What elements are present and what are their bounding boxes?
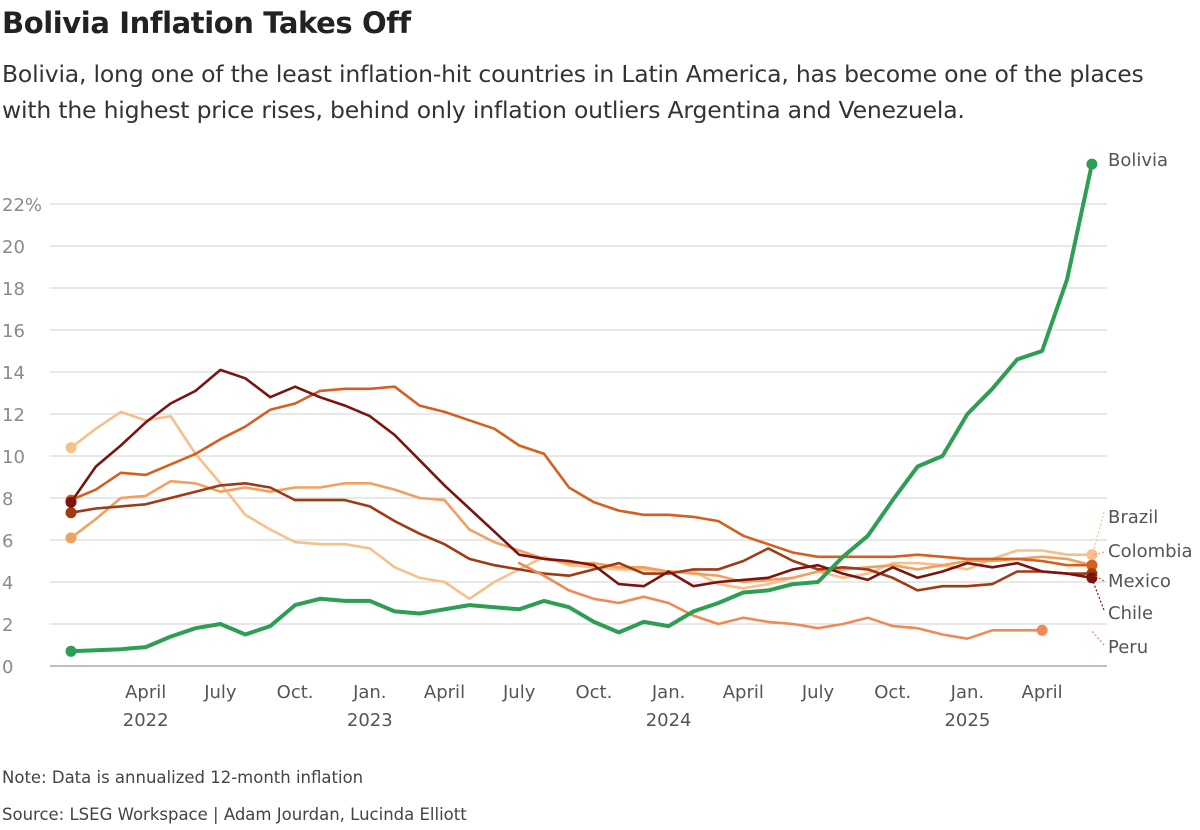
label-leader-line <box>1093 574 1105 582</box>
series-line-chile <box>69 482 1094 592</box>
series-start-dot <box>65 442 77 454</box>
series-label-chile: Chile <box>1108 603 1153 624</box>
chart-note: Note: Data is annualized 12-month inflat… <box>2 768 364 787</box>
x-tick-label: April <box>1022 682 1063 703</box>
y-tick-label: 12 <box>2 405 25 426</box>
label-leader-line <box>1091 630 1105 646</box>
series-start-dot <box>65 645 77 657</box>
x-tick-label: Jan. <box>352 682 386 703</box>
x-tick-year: 2023 <box>347 710 393 731</box>
label-leader-line <box>1093 551 1105 556</box>
x-tick-label: July <box>801 682 835 703</box>
series-label-mexico: Mexico <box>1108 571 1171 592</box>
y-tick-label: 22% <box>2 195 42 216</box>
chart-subtitle: Bolivia, long one of the least inflation… <box>2 60 1144 124</box>
series-label-peru: Peru <box>1108 637 1148 658</box>
y-tick-label: 6 <box>2 531 13 552</box>
x-tick-year: 2025 <box>944 710 990 731</box>
series-line-mexico_dark <box>69 368 1094 588</box>
y-tick-label: 18 <box>2 279 25 300</box>
series-start-dot <box>65 496 77 508</box>
gridlines <box>50 203 1107 667</box>
x-tick-label: July <box>203 682 237 703</box>
series-end-dot <box>1086 572 1098 584</box>
series-label-brazil: Brazil <box>1108 507 1158 528</box>
y-tick-label: 4 <box>2 573 13 594</box>
x-tick-label: Oct. <box>277 682 314 703</box>
y-tick-label: 10 <box>2 447 25 468</box>
x-tick-label: Jan. <box>651 682 685 703</box>
chart-title: Bolivia Inflation Takes Off <box>2 6 411 40</box>
series-lines <box>65 158 1098 657</box>
series-start-dot <box>65 532 77 544</box>
series-line-brazil <box>69 410 1094 601</box>
label-leader-line <box>1091 578 1105 611</box>
chart-source: Source: LSEG Workspace | Adam Jourdan, L… <box>2 805 467 824</box>
y-tick-label: 0 <box>2 657 13 678</box>
series-line-bolivia <box>69 162 1094 654</box>
x-tick-label: April <box>424 682 465 703</box>
y-tick-label: 20 <box>2 237 25 258</box>
x-tick-label: April <box>723 682 764 703</box>
series-labels: Bolivia Brazil Colombia Mexico Chile Peru <box>1091 150 1193 658</box>
y-axis-ticks: 0 2 4 6 8 10 12 14 16 18 20 22% <box>2 195 42 678</box>
series-end-dot <box>1086 158 1098 170</box>
x-tick-label: April <box>125 682 166 703</box>
y-tick-label: 8 <box>2 489 13 510</box>
series-end-dot <box>1036 624 1048 636</box>
x-tick-label: Oct. <box>874 682 911 703</box>
series-label-colombia: Colombia <box>1108 541 1193 562</box>
series-label-bolivia: Bolivia <box>1108 150 1168 171</box>
x-tick-label: July <box>502 682 536 703</box>
series-start-dot <box>65 507 77 519</box>
series-end-dot <box>1086 559 1098 571</box>
series-end-dot <box>1086 549 1098 561</box>
x-tick-year: 2024 <box>646 710 692 731</box>
x-tick-year: 2022 <box>123 710 169 731</box>
y-tick-label: 16 <box>2 321 25 342</box>
y-tick-label: 2 <box>2 615 13 636</box>
label-leader-line <box>1093 511 1105 550</box>
series-line-mexico <box>69 385 1094 567</box>
y-tick-label: 14 <box>2 363 25 384</box>
x-tick-label: Oct. <box>575 682 612 703</box>
series-line-peru <box>517 561 1044 640</box>
x-tick-label: Jan. <box>950 682 984 703</box>
x-axis-ticks: April 2022 July Oct. Jan. 2023 April July Oct. Ja… <box>123 682 1063 731</box>
